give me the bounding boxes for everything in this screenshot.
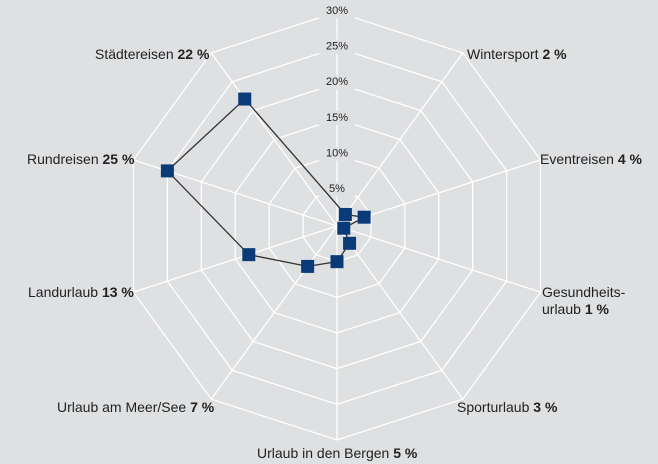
marker	[343, 236, 357, 250]
category-name: Sporturlaub	[457, 399, 530, 415]
value-label: 25 %	[102, 151, 135, 167]
tick-label-bg	[319, 182, 355, 197]
marker	[330, 255, 344, 269]
tick-label-bg	[319, 4, 355, 18]
category-label: Urlaub am Meer/See 7 %	[57, 399, 214, 416]
y-tick-label: 30%	[326, 5, 348, 17]
value-label: 2 %	[542, 46, 567, 62]
marker	[301, 259, 315, 273]
y-tick-label: 20%	[326, 76, 348, 88]
spoke	[336, 159, 541, 227]
category-label: Sporturlaub 3 %	[457, 399, 557, 416]
marker	[160, 164, 174, 178]
category-name: Urlaub am Meer/See	[57, 399, 187, 415]
y-tick-label: 15%	[326, 112, 348, 124]
marker	[357, 210, 371, 224]
category-name: Eventreisen	[540, 151, 614, 167]
category-label: Urlaub in den Bergen 5 %	[257, 445, 417, 462]
spoke	[133, 225, 338, 293]
spoke	[336, 52, 464, 227]
category-name: Urlaub in den Bergen	[257, 445, 390, 461]
category-label: Städtereisen 22 %	[95, 46, 209, 63]
value-label: 7 %	[190, 399, 215, 415]
value-label: 13 %	[101, 284, 134, 300]
value-label: 1 %	[584, 301, 609, 317]
category-label: Rundreisen 25 %	[27, 151, 134, 168]
tick-label-bg	[319, 146, 355, 161]
marker	[338, 207, 352, 221]
marker	[242, 248, 256, 262]
tick-label-bg	[319, 39, 355, 54]
value-label: 22 %	[177, 46, 210, 62]
value-label: 5 %	[393, 445, 418, 461]
spoke	[210, 225, 338, 400]
marker	[238, 92, 252, 106]
category-label: Wintersport 2 %	[467, 46, 567, 63]
value-label: 3 %	[533, 399, 558, 415]
y-tick-label: 10%	[326, 148, 348, 160]
spoke	[210, 52, 338, 227]
category-name: Landurlaub	[28, 284, 99, 300]
category-label: Eventreisen 4 %	[540, 151, 642, 168]
y-tick-label: 5%	[329, 183, 345, 195]
category-name: Rundreisen	[27, 151, 99, 167]
category-label: Gesundheits- urlaub 1 %	[542, 284, 625, 318]
category-name: Wintersport	[467, 46, 539, 62]
spoke	[336, 225, 464, 400]
category-name: Gesundheits- urlaub	[542, 284, 626, 317]
marker	[337, 221, 351, 235]
value-label: 4 %	[617, 151, 642, 167]
tick-label-bg	[319, 75, 355, 90]
y-tick-label: 25%	[326, 41, 348, 53]
tick-label-bg	[319, 111, 355, 125]
category-name: Städtereisen	[95, 46, 174, 62]
spoke	[336, 225, 541, 293]
data-line	[166, 98, 367, 268]
category-label: Landurlaub 13 %	[28, 284, 134, 301]
